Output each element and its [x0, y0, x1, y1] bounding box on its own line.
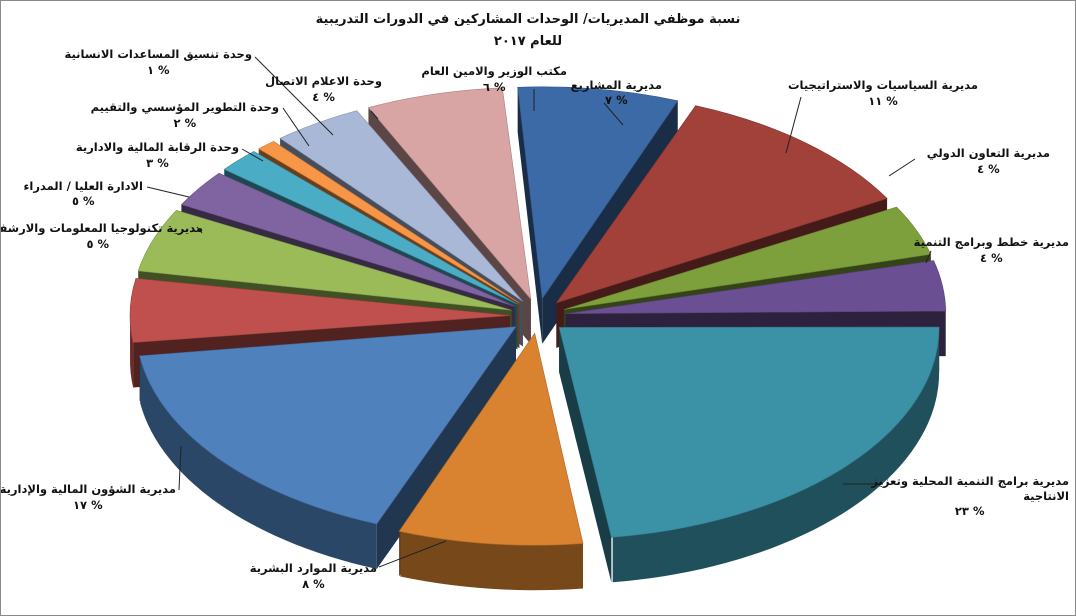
slice-name-line: مديرية السياسيات والاستراتيجيات: [788, 78, 978, 93]
slice-name-line: مديرية الموارد البشرية: [250, 561, 377, 576]
slice-label-12: وحدة الاعلام الاتصال: [265, 74, 382, 89]
pie-slice-3: [565, 260, 947, 315]
slice-tops: [129, 86, 947, 546]
leader-line-2: [888, 158, 916, 177]
pie-slice-1: [555, 105, 888, 304]
slice-label-2: مديرية التعاون الدولي: [927, 146, 1050, 161]
slice-name-line: مديرية تكنولوجيا المعلومات والارشفة: [1, 221, 203, 236]
pie-slice-11: [258, 141, 520, 304]
slice-name-line: مديرية التعاون الدولي: [927, 146, 1050, 161]
chart-title-line-1: نسبة موظفي المديريات/ الوحدات المشاركين …: [316, 12, 741, 27]
slice-name-line: وحدة تنسيق المساعدات الانسانية: [65, 47, 252, 62]
chart-title-line-2: للعام ٢٠١٧: [494, 34, 562, 49]
slice-value-5: ٨ %: [302, 577, 325, 591]
pie-slice-9: [180, 172, 515, 307]
slice-value-0: ٧ %: [605, 93, 628, 107]
leader-line-7: [196, 226, 203, 234]
leader-line-3: [925, 250, 932, 264]
slice-name-line: الادارة العليا / المدراء: [24, 179, 143, 193]
slice-name-line: مديرية الشؤون المالية والإدارية: [1, 482, 176, 497]
slice-name-line: مديرية برامج التنمية المحلية وتعزيز: [870, 474, 1069, 489]
slice-value-13: ٦ %: [483, 80, 506, 94]
slice-label-8: الادارة العليا / المدراء: [24, 179, 143, 193]
pie-slice-8: [137, 210, 512, 311]
slice-outer-wall: [400, 531, 583, 591]
slice-value-4: ٢٣ %: [955, 504, 985, 518]
slice-label-5: مديرية الموارد البشرية: [250, 561, 377, 576]
pie-slice-13: [367, 87, 532, 301]
slice-label-1: مديرية السياسيات والاستراتيجيات: [788, 78, 978, 93]
slice-value-9: ٣ %: [146, 156, 169, 170]
pie-slice-6: [139, 326, 517, 525]
leader-line-1: [785, 96, 802, 154]
leader-line-0: [603, 102, 624, 126]
leader-line-10: [282, 107, 310, 147]
pie-slice-0: [517, 86, 679, 300]
slice-label-13: مكتب الوزير والامين العام: [421, 64, 567, 79]
slice-value-3: ٤ %: [980, 251, 1003, 265]
slice-name-line: الانتاجية: [1023, 489, 1069, 503]
slice-name-line: مديرية خطط وبرامج التنمية: [914, 235, 1069, 250]
leader-line-6: [178, 445, 182, 491]
slice-outer-wall: [612, 327, 940, 583]
slice-label-10: وحدة التطوير المؤسسي والتقييم: [91, 100, 279, 115]
slice-name-line: وحدة الرقابة المالية والادارية: [76, 140, 239, 155]
slice-value-8: ٥ %: [72, 194, 95, 208]
pie-slice-7: [129, 278, 511, 343]
slice-wall: [376, 326, 516, 569]
slice-wall: [517, 87, 543, 344]
slice-label-9: وحدة الرقابة المالية والادارية: [76, 140, 239, 155]
leader-line-11: [254, 56, 334, 136]
leader-line-8: [146, 186, 190, 198]
slice-label-4: مديرية برامج التنمية المحلية وتعزيز الانت…: [870, 474, 1069, 503]
pie-slice-10: [223, 151, 518, 305]
slice-wall: [559, 327, 612, 583]
pie-slice-2: [563, 206, 932, 310]
slice-name-line: مكتب الوزير والامين العام: [421, 64, 567, 79]
slice-value-7: ٥ %: [86, 237, 109, 251]
leader-line-12: [370, 110, 379, 120]
slice-label-0: مديرية المشاريع: [571, 78, 662, 92]
slice-value-1: ١١ %: [868, 94, 898, 108]
slice-label-3: مديرية خطط وبرامج التنمية: [914, 235, 1069, 250]
slice-value-10: ٢ %: [174, 116, 197, 130]
slice-outer-wall: [140, 358, 377, 569]
slice-label-11: وحدة تنسيق المساعدات الانسانية: [65, 47, 252, 62]
pie-slice-4: [558, 326, 940, 538]
pie-slice-5: [398, 332, 584, 546]
leader-lines: [146, 56, 932, 568]
slice-value-11: ١ %: [147, 63, 170, 77]
slice-value-12: ٤ %: [312, 90, 335, 104]
pie-slice-12: [279, 110, 524, 302]
leader-line-5: [378, 540, 447, 568]
slice-value-2: ٤ %: [977, 162, 1000, 176]
leader-line-9: [241, 148, 264, 162]
slice-label-6: مديرية الشؤون المالية والإدارية: [1, 482, 176, 497]
slice-value-6: ١٧ %: [73, 498, 103, 512]
slice-name-line: مديرية المشاريع: [571, 78, 662, 92]
slice-label-7: مديرية تكنولوجيا المعلومات والارشفة: [1, 221, 203, 236]
slice-name-line: وحدة التطوير المؤسسي والتقييم: [91, 100, 279, 115]
slice-name-line: وحدة الاعلام الاتصال: [265, 74, 382, 89]
